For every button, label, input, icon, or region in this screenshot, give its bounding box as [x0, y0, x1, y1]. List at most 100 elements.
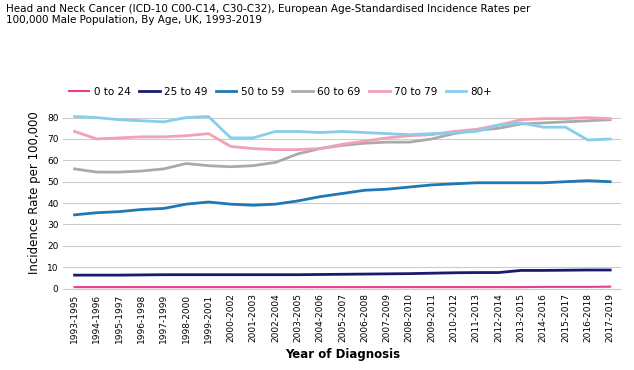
25 to 49 [562, 268, 569, 272]
50 to 59 [271, 202, 279, 206]
70 to 79 [472, 127, 480, 132]
70 to 79 [205, 131, 212, 136]
0 to 24 [450, 285, 458, 289]
50 to 59 [71, 213, 79, 217]
60 to 69 [540, 121, 547, 125]
80+ [249, 136, 257, 140]
0 to 24 [606, 285, 614, 289]
70 to 79 [495, 123, 502, 127]
50 to 59 [450, 182, 458, 186]
Line: 80+: 80+ [75, 117, 610, 140]
80+ [183, 115, 190, 120]
25 to 49 [138, 273, 145, 277]
50 to 59 [584, 178, 592, 183]
25 to 49 [271, 272, 279, 277]
70 to 79 [227, 144, 235, 149]
70 to 79 [383, 136, 391, 140]
50 to 59 [495, 181, 502, 185]
70 to 79 [316, 147, 324, 151]
80+ [160, 120, 167, 124]
25 to 49 [294, 272, 302, 277]
Y-axis label: Incidence Rate per 100,000: Incidence Rate per 100,000 [29, 111, 41, 274]
0 to 24 [361, 285, 368, 289]
25 to 49 [361, 272, 368, 276]
50 to 59 [406, 185, 413, 189]
0 to 24 [115, 285, 123, 289]
0 to 24 [71, 285, 79, 289]
60 to 69 [205, 164, 212, 168]
80+ [562, 125, 569, 130]
60 to 69 [138, 169, 145, 173]
60 to 69 [93, 170, 101, 174]
70 to 79 [93, 137, 101, 141]
25 to 49 [115, 273, 123, 278]
25 to 49 [406, 272, 413, 276]
80+ [584, 138, 592, 142]
25 to 49 [316, 272, 324, 277]
0 to 24 [249, 285, 257, 289]
60 to 69 [361, 141, 368, 145]
50 to 59 [383, 187, 391, 191]
0 to 24 [540, 285, 547, 289]
25 to 49 [71, 273, 79, 278]
60 to 69 [294, 152, 302, 156]
50 to 59 [316, 195, 324, 199]
80+ [93, 115, 101, 120]
50 to 59 [138, 207, 145, 212]
25 to 49 [472, 270, 480, 275]
50 to 59 [562, 179, 569, 184]
0 to 24 [183, 285, 190, 289]
0 to 24 [339, 285, 346, 289]
Line: 60 to 69: 60 to 69 [75, 120, 610, 172]
25 to 49 [428, 271, 436, 275]
60 to 69 [271, 160, 279, 165]
50 to 59 [339, 191, 346, 196]
X-axis label: Year of Diagnosis: Year of Diagnosis [285, 348, 400, 361]
0 to 24 [138, 285, 145, 289]
80+ [428, 131, 436, 136]
70 to 79 [160, 135, 167, 139]
80+ [450, 130, 458, 135]
0 to 24 [316, 285, 324, 289]
60 to 69 [428, 137, 436, 141]
25 to 49 [93, 273, 101, 278]
25 to 49 [249, 272, 257, 277]
70 to 79 [517, 118, 525, 122]
0 to 24 [517, 285, 525, 289]
0 to 24 [406, 285, 413, 289]
80+ [138, 118, 145, 123]
60 to 69 [183, 161, 190, 166]
60 to 69 [406, 140, 413, 144]
50 to 59 [227, 202, 235, 206]
0 to 24 [428, 285, 436, 289]
80+ [294, 129, 302, 134]
50 to 59 [540, 181, 547, 185]
50 to 59 [517, 181, 525, 185]
70 to 79 [406, 134, 413, 138]
80+ [517, 121, 525, 125]
25 to 49 [160, 272, 167, 277]
70 to 79 [428, 132, 436, 137]
70 to 79 [115, 136, 123, 140]
60 to 69 [383, 140, 391, 144]
70 to 79 [540, 117, 547, 121]
0 to 24 [495, 285, 502, 289]
Line: 70 to 79: 70 to 79 [75, 118, 610, 149]
80+ [540, 125, 547, 130]
25 to 49 [383, 272, 391, 276]
70 to 79 [138, 135, 145, 139]
0 to 24 [160, 285, 167, 289]
Line: 50 to 59: 50 to 59 [75, 181, 610, 215]
50 to 59 [294, 199, 302, 203]
25 to 49 [205, 272, 212, 277]
60 to 69 [160, 166, 167, 171]
80+ [205, 114, 212, 119]
25 to 49 [540, 268, 547, 273]
80+ [472, 129, 480, 134]
80+ [71, 114, 79, 119]
50 to 59 [115, 209, 123, 214]
50 to 59 [205, 200, 212, 204]
80+ [383, 131, 391, 136]
25 to 49 [495, 270, 502, 275]
25 to 49 [584, 268, 592, 272]
